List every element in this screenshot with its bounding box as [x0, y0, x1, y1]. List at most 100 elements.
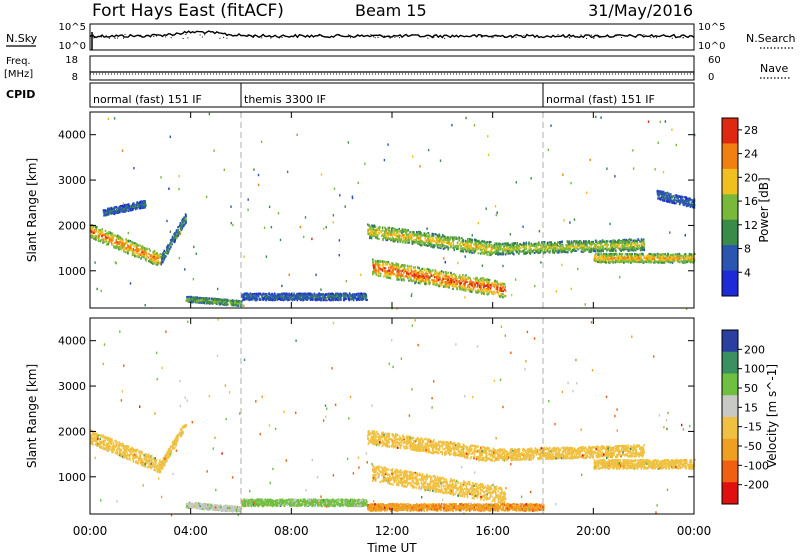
scatter-point	[304, 296, 306, 299]
scatter-point	[406, 238, 408, 241]
scatter-point	[539, 250, 542, 253]
scatter-point	[442, 278, 444, 281]
scatter-point	[200, 299, 202, 302]
scatter-point	[505, 242, 507, 245]
scatter-point	[426, 235, 429, 238]
scatter-point	[500, 244, 502, 247]
scatter-point	[572, 242, 574, 245]
cpid-segment-label: normal (fast) 151 IF	[546, 93, 655, 106]
scatter-point	[429, 238, 432, 241]
scatter-point	[583, 250, 585, 253]
scatter-point	[515, 245, 518, 248]
scatter-point	[208, 297, 211, 300]
scatter-point	[438, 275, 440, 279]
scatter-point	[179, 223, 182, 226]
scatter-point	[168, 247, 171, 250]
scatter-point	[435, 242, 437, 245]
cpid-label: CPID	[6, 88, 35, 101]
scatter-point	[469, 288, 472, 292]
scatter-point	[314, 294, 316, 297]
scatter-point	[175, 229, 178, 232]
freq-tick-bottom: 8	[72, 72, 78, 83]
scatter-point	[434, 276, 436, 279]
scatter-point	[491, 292, 493, 295]
scatter-point	[516, 250, 519, 254]
scatter-point	[673, 259, 676, 262]
scatter-point	[430, 241, 433, 244]
scatter-point	[467, 285, 469, 288]
scatter-point	[132, 205, 134, 208]
scatter-point	[496, 246, 499, 249]
scatter-point	[469, 290, 471, 293]
scatter-point	[482, 278, 484, 281]
nsearch-point	[497, 35, 499, 37]
scatter-point	[536, 247, 538, 250]
scatter-point	[499, 248, 502, 251]
scatter-point	[433, 280, 435, 283]
scatter-point	[381, 269, 384, 272]
scatter-point	[109, 231, 111, 234]
scatter-point	[250, 293, 253, 296]
scatter-point	[419, 240, 422, 243]
scatter-point	[627, 249, 630, 252]
scatter-point	[158, 262, 160, 265]
power-panel-background	[90, 112, 694, 308]
scatter-point	[156, 263, 159, 266]
scatter-point	[367, 223, 369, 226]
scatter-point	[109, 207, 111, 210]
scatter-point	[335, 294, 338, 297]
scatter-point	[311, 298, 313, 301]
scatter-point	[457, 245, 459, 248]
scatter-point	[532, 244, 534, 247]
scatter-point	[277, 293, 280, 296]
scatter-point	[448, 238, 450, 241]
scatter-point	[380, 260, 382, 263]
scatter-point	[452, 280, 454, 284]
scatter-point	[204, 298, 207, 301]
scatter-point	[410, 238, 413, 241]
scatter-point	[392, 265, 395, 268]
scatter-point	[388, 276, 390, 279]
scatter-point	[441, 283, 443, 286]
scatter-point	[501, 251, 504, 254]
scatter-point	[418, 238, 421, 241]
scatter-point	[440, 273, 443, 276]
scatter-point	[479, 249, 482, 252]
scatter-point	[461, 286, 463, 289]
scatter-point	[641, 239, 644, 242]
scatter-point	[153, 252, 155, 255]
scatter-point	[422, 241, 424, 244]
scatter-point	[206, 301, 209, 304]
scatter-point	[398, 274, 400, 277]
scatter-point	[452, 287, 454, 290]
scatter-point	[118, 208, 120, 211]
scatter-point	[483, 288, 486, 291]
scatter-point	[376, 269, 378, 272]
scatter-point	[422, 279, 425, 282]
scatter-point	[291, 297, 293, 300]
scatter-point	[116, 209, 118, 212]
scatter-point	[430, 273, 432, 276]
scatter-point	[373, 265, 376, 269]
scatter-point	[439, 238, 441, 241]
scatter-point	[301, 292, 303, 295]
scatter-point	[463, 288, 465, 291]
scatter-point	[615, 244, 617, 247]
scatter-point	[602, 249, 604, 252]
scatter-point	[169, 244, 172, 247]
scatter-point	[483, 242, 486, 245]
scatter-point	[594, 239, 597, 242]
nave-label: Nave	[760, 62, 788, 75]
scatter-point	[378, 260, 380, 263]
nsearch-point	[491, 37, 493, 39]
scatter-point	[131, 207, 133, 210]
scatter-point	[577, 244, 579, 247]
scatter-point	[217, 300, 219, 303]
scatter-point	[443, 238, 445, 241]
scatter-point	[329, 295, 332, 299]
scatter-point	[393, 264, 396, 267]
scatter-point	[477, 244, 479, 247]
scatter-point	[618, 240, 620, 243]
scatter-point	[220, 302, 223, 305]
scatter-point	[557, 248, 560, 251]
